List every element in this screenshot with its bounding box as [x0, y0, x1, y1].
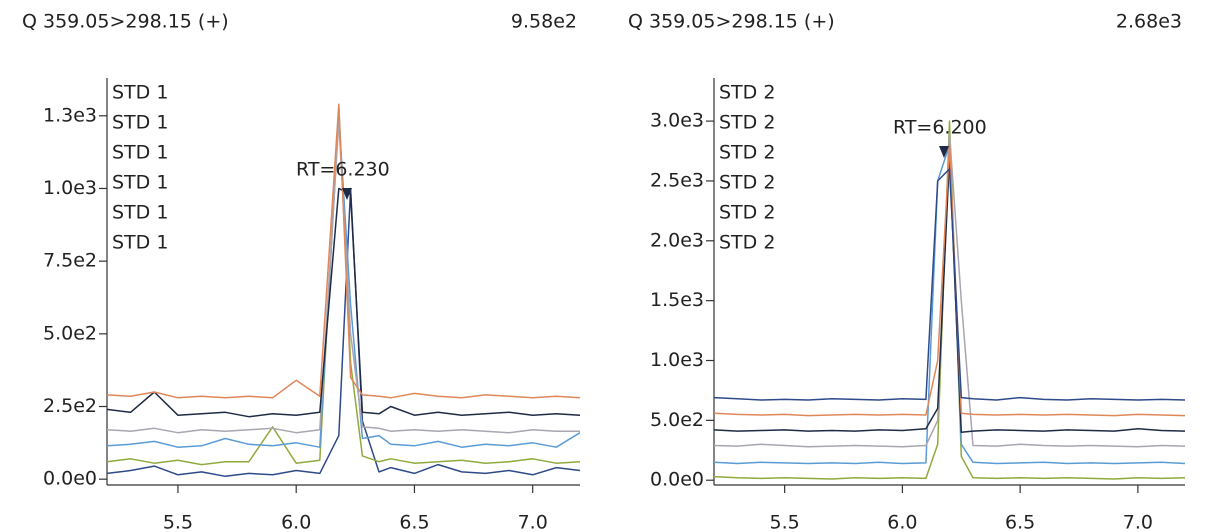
y-tick-label: 1.0e3: [43, 177, 97, 199]
legend-entry: STD 2: [719, 82, 775, 104]
x-tick-label: 5.5: [163, 512, 193, 532]
legend-entry: STD 1: [112, 112, 168, 134]
y-tick-label: 2.5e3: [650, 169, 704, 191]
y-tick-label: 5.0e2: [650, 409, 704, 431]
legend-entry: STD 2: [719, 142, 775, 164]
trace: [713, 168, 1186, 401]
rt-marker: [939, 146, 949, 158]
y-tick-label: 1.0e3: [650, 349, 704, 371]
trace: [106, 120, 580, 434]
x-tick-label: 7.0: [518, 512, 548, 532]
y-tick-label: 5.0e2: [43, 322, 97, 344]
legend-entry: STD 1: [112, 232, 168, 254]
x-tick-label: 6.0: [887, 512, 917, 532]
chart-title: Q 359.05>298.15 (+): [628, 11, 835, 33]
max-intensity: 2.68e3: [1116, 11, 1182, 33]
y-tick-label: 2.0e3: [650, 229, 704, 251]
legend-entry: STD 2: [719, 202, 775, 224]
y-tick-label: 0.0e0: [650, 469, 704, 491]
legend-entry: STD 1: [112, 172, 168, 194]
max-intensity: 9.58e2: [511, 11, 577, 33]
rt-marker: [342, 188, 352, 200]
y-tick-label: 1.3e3: [43, 104, 97, 126]
rt-annotation: RT=6.230: [296, 159, 390, 181]
trace: [713, 120, 1186, 480]
trace: [106, 115, 581, 448]
legend-entry: STD 1: [112, 142, 168, 164]
y-tick-label: 0.0e0: [43, 468, 97, 490]
y-tick-label: 3.0e3: [650, 110, 704, 132]
legend-entry: STD 1: [112, 82, 168, 104]
x-tick-label: 6.5: [399, 512, 429, 532]
y-tick-label: 1.5e3: [650, 289, 704, 311]
trace: [713, 144, 1186, 417]
chart-title: Q 359.05>298.15 (+): [22, 11, 229, 33]
x-tick-label: 6.5: [1005, 512, 1035, 532]
x-tick-label: 7.0: [1123, 512, 1153, 532]
legend-entry: STD 2: [719, 172, 775, 194]
y-tick-label: 7.5e2: [43, 250, 97, 272]
y-tick-label: 2.5e2: [43, 395, 97, 417]
legend-entry: STD 2: [719, 112, 775, 134]
rt-annotation: RT=6.200: [893, 117, 987, 139]
trace: [106, 103, 581, 399]
x-tick-label: 6.0: [281, 512, 311, 532]
x-tick-label: 5.5: [770, 512, 800, 532]
legend-entry: STD 2: [719, 232, 775, 254]
legend-entry: STD 1: [112, 202, 168, 224]
trace: [713, 132, 1186, 448]
trace: [713, 156, 1186, 434]
trace: [106, 187, 581, 418]
